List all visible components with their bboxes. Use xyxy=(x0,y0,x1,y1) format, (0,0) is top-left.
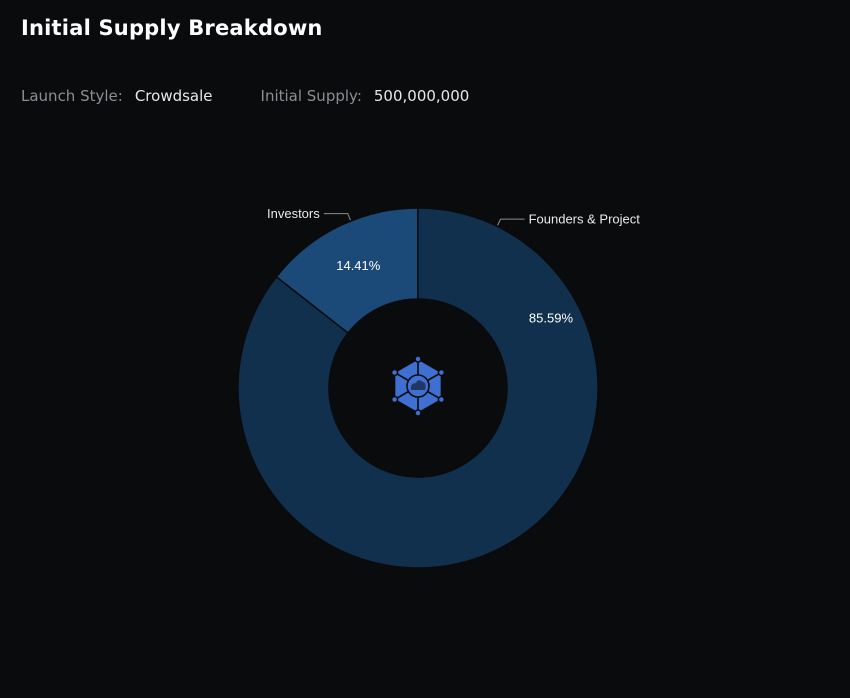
token-logo-icon xyxy=(390,355,446,417)
category-label-0: Investors xyxy=(267,206,320,221)
initial-supply-value: 500,000,000 xyxy=(373,87,470,105)
initial-supply-label: Initial Supply: xyxy=(260,87,362,105)
chart-callouts: Investors Founders & Project xyxy=(267,206,640,227)
initial-supply-info: Initial Supply: 500,000,000 xyxy=(261,87,470,105)
category-label-1: Founders & Project xyxy=(529,212,641,227)
launch-style-label: Launch Style: xyxy=(21,87,123,105)
value-label-1: 85.59% xyxy=(529,310,574,325)
value-label-0: 14.41% xyxy=(336,258,381,273)
page-title: Initial Supply Breakdown xyxy=(21,16,323,40)
launch-style-value: Crowdsale xyxy=(134,87,213,105)
launch-style-info: Launch Style: Crowdsale xyxy=(21,87,213,105)
chart-value-labels: 14.41% 85.59% xyxy=(336,258,573,325)
callout-line-0 xyxy=(323,213,351,221)
meta-row: Launch Style: Crowdsale Initial Supply: … xyxy=(21,86,469,106)
callout-line-1 xyxy=(497,218,525,226)
chart-slices xyxy=(237,207,599,569)
slice-founders-project xyxy=(237,207,599,569)
